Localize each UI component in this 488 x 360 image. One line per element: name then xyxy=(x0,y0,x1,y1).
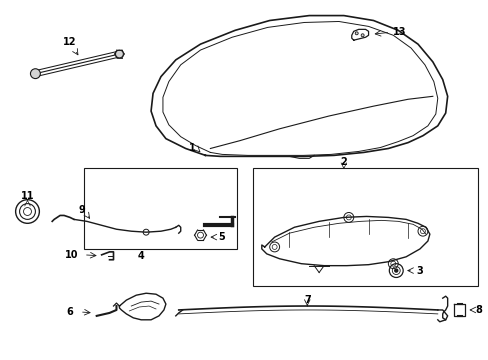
Text: 12: 12 xyxy=(63,37,77,47)
Text: 8: 8 xyxy=(474,305,481,315)
Text: 9: 9 xyxy=(79,204,85,215)
Circle shape xyxy=(361,34,364,37)
Circle shape xyxy=(115,50,123,58)
Bar xyxy=(83,168,237,249)
Text: 4: 4 xyxy=(138,251,144,261)
Text: 1: 1 xyxy=(189,144,196,153)
Text: 5: 5 xyxy=(218,232,224,242)
Text: 13: 13 xyxy=(392,27,406,37)
Text: 3: 3 xyxy=(415,266,422,276)
Circle shape xyxy=(354,32,358,35)
Text: 2: 2 xyxy=(340,157,346,167)
Circle shape xyxy=(30,69,41,78)
Text: 7: 7 xyxy=(303,295,310,305)
Text: 10: 10 xyxy=(65,250,79,260)
Text: 6: 6 xyxy=(66,307,73,317)
Bar xyxy=(252,168,477,286)
Text: 11: 11 xyxy=(20,191,34,201)
Circle shape xyxy=(394,269,397,272)
